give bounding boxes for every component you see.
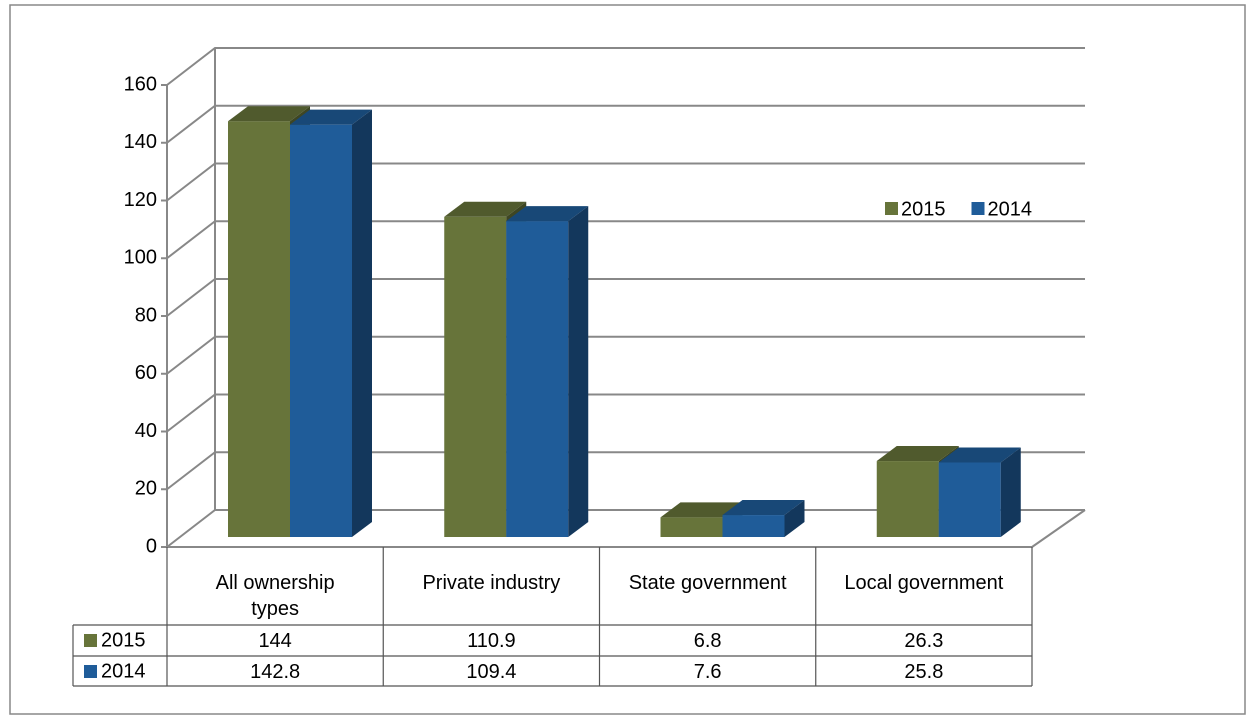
table-row-label: 2014 <box>101 660 146 682</box>
y-tick-label: 20 <box>135 478 157 500</box>
y-tick-label: 60 <box>135 362 157 384</box>
bar-top <box>722 500 805 516</box>
bar <box>290 124 352 537</box>
bar-top <box>444 201 527 217</box>
y-tick-label: 100 <box>124 247 157 269</box>
grid-line <box>166 335 1085 375</box>
grid-line <box>166 393 1085 433</box>
bar <box>506 221 569 538</box>
legend-key <box>84 634 97 647</box>
grid-line <box>166 451 1085 491</box>
bar-top <box>506 206 589 222</box>
legend-label: 2014 <box>988 198 1033 220</box>
table-value: 6.8 <box>693 629 722 652</box>
y-tick-label: 120 <box>124 189 157 211</box>
grid-line <box>166 162 1085 202</box>
bar-side <box>784 500 805 537</box>
y-tick-label: 40 <box>135 420 157 442</box>
bar <box>938 462 1001 537</box>
grid-line <box>166 104 1085 144</box>
bar <box>444 216 507 537</box>
table-value: 25.8 <box>904 660 944 683</box>
table-value: 144 <box>258 629 292 652</box>
bar-side <box>568 206 589 538</box>
table-header: All ownership types <box>215 572 335 620</box>
bar-side <box>1000 447 1021 537</box>
bar-top <box>938 447 1021 463</box>
table-header: State government <box>628 572 787 594</box>
bar-side <box>352 109 372 537</box>
y-tick-label: 140 <box>124 131 157 153</box>
legend-key <box>84 665 97 678</box>
bar-top <box>290 109 372 125</box>
floor-edge <box>1031 509 1086 548</box>
grid-line <box>166 220 1085 260</box>
table-value: 142.8 <box>250 660 301 683</box>
bar-top <box>660 502 743 518</box>
table-value: 110.9 <box>467 629 516 652</box>
table-value: 109.4 <box>466 660 517 683</box>
table-header: Local government <box>844 572 1004 594</box>
bar-top <box>228 106 310 122</box>
bar <box>228 121 290 537</box>
table-header: Private industry <box>422 572 561 594</box>
legend-swatch <box>885 202 898 215</box>
bar <box>660 517 723 537</box>
bar <box>722 515 785 537</box>
legend-label: 2015 <box>901 198 946 220</box>
chart-border <box>9 4 1246 715</box>
table-value: 26.3 <box>904 629 944 652</box>
y-tick-label: 160 <box>124 73 157 95</box>
bar <box>876 461 939 537</box>
grid-line <box>166 278 1085 317</box>
legend-swatch <box>971 202 985 215</box>
y-tick-label: 80 <box>135 304 157 326</box>
y-tick-label: 0 <box>146 535 157 557</box>
table-row-label: 2015 <box>101 629 146 651</box>
table-value: 7.6 <box>693 660 722 683</box>
bar-top <box>876 446 959 462</box>
grid-line <box>166 47 1085 86</box>
